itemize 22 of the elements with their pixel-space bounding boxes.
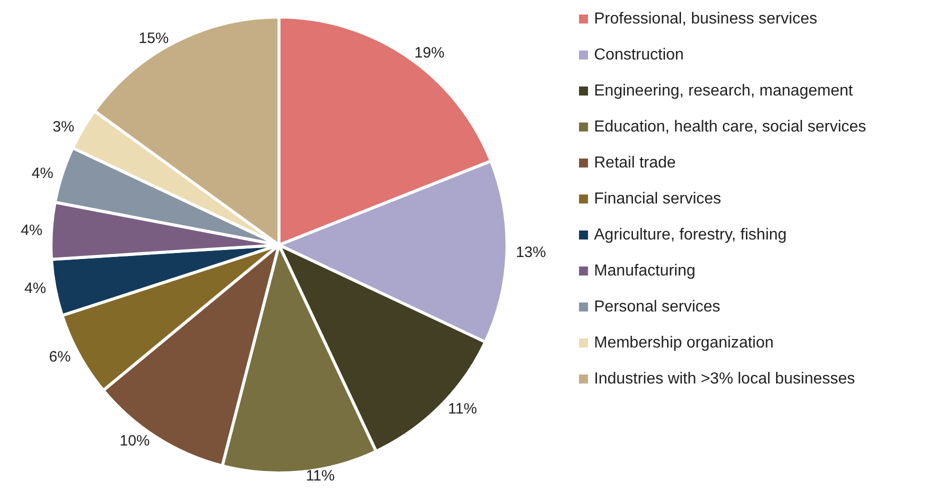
legend-label: Education, health care, social services <box>594 118 866 136</box>
legend-label: Financial services <box>594 190 722 208</box>
data-label: 11% <box>306 467 335 484</box>
legend-label: Retail trade <box>594 154 676 172</box>
data-label: 4% <box>24 280 46 297</box>
data-label: 10% <box>120 432 150 450</box>
data-label: 13% <box>516 244 546 261</box>
legend-label: Professional, business services <box>594 10 818 28</box>
legend-label: Construction <box>594 46 684 64</box>
legend-label: Membership organization <box>594 334 774 352</box>
legend-label: Agriculture, forestry, fishing <box>594 226 787 244</box>
legend-label: Personal services <box>594 298 720 316</box>
legend-label: Manufacturing <box>594 262 696 280</box>
data-label: 19% <box>414 44 444 62</box>
data-label: 4% <box>32 164 54 182</box>
data-label: 15% <box>138 30 169 47</box>
legend-label: Engineering, research, management <box>594 82 854 100</box>
data-label: 11% <box>448 400 477 418</box>
data-label: 3% <box>52 118 74 136</box>
data-label: 4% <box>20 222 42 239</box>
legend-label: Industries with >3% local businesses <box>594 370 856 388</box>
data-label: 6% <box>49 348 71 366</box>
